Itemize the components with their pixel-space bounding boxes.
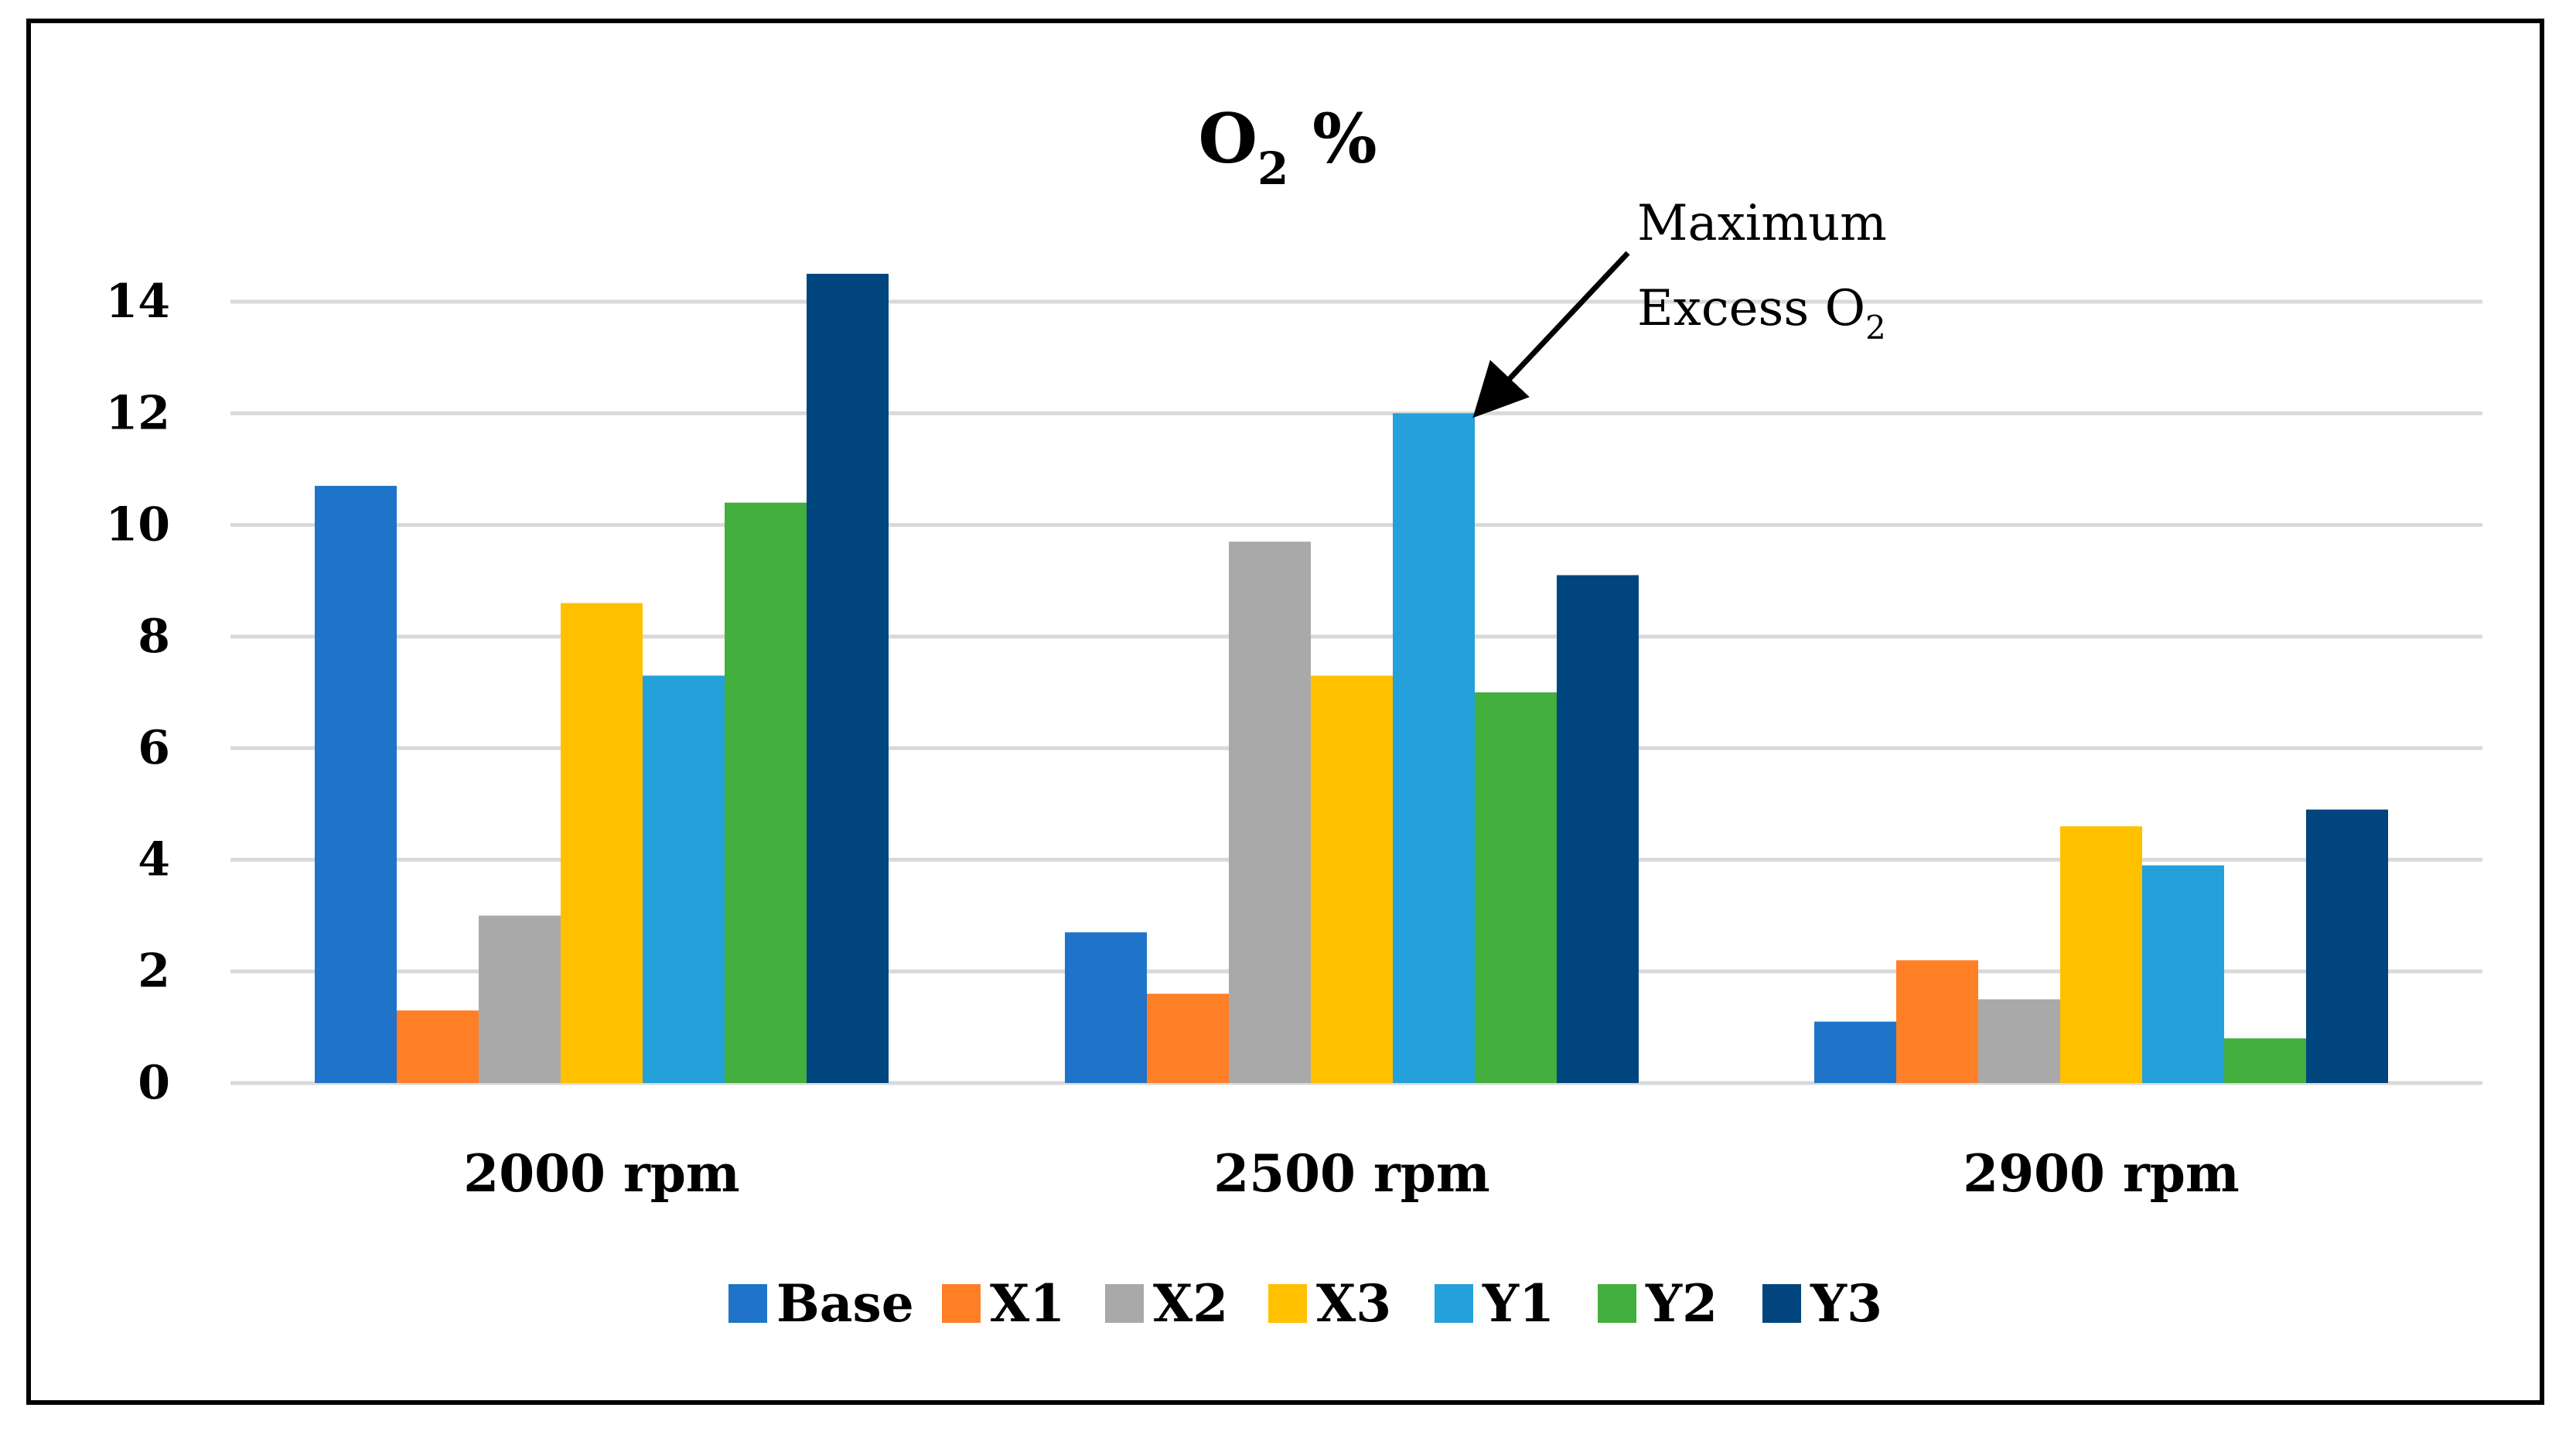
bar-x2-2500-rpm	[1229, 542, 1311, 1083]
chart-title-subscript: 2	[1257, 142, 1288, 195]
bar-x2-2000-rpm	[479, 915, 561, 1083]
annotation-arrow	[1472, 251, 1630, 419]
bar-base-2000-rpm	[315, 486, 397, 1083]
bar-x2-2900-rpm	[1978, 999, 2060, 1083]
legend-label-x2: X2	[1153, 1273, 1228, 1334]
x-tick-label: 2000 rpm	[463, 1143, 739, 1204]
bar-y3-2900-rpm	[2306, 809, 2388, 1083]
chart-title: O2 %	[1198, 98, 1377, 195]
bar-y2-2900-rpm	[2224, 1038, 2306, 1083]
x-axis-ticks: 2000 rpm 2500 rpm 2900 rpm	[463, 1143, 2239, 1204]
legend-swatch-x3	[1268, 1284, 1307, 1323]
legend-label-base: Base	[776, 1273, 914, 1334]
chart-title-suffix: %	[1288, 98, 1377, 179]
y-tick-label: 0	[138, 1056, 170, 1110]
bar-y1-2900-rpm	[2142, 865, 2224, 1083]
bar-base-2900-rpm	[1814, 1021, 1896, 1083]
bar-y1-2000-rpm	[643, 675, 725, 1083]
bar-x3-2500-rpm	[1311, 675, 1393, 1083]
bar-x1-2900-rpm	[1896, 960, 1978, 1083]
legend-label-y2: Y2	[1645, 1273, 1718, 1334]
legend-label-y3: Y3	[1810, 1273, 1882, 1334]
bar-x3-2900-rpm	[2060, 826, 2142, 1083]
annotation-line2: Excess O2	[1637, 280, 1886, 347]
y-tick-label: 10	[106, 498, 171, 552]
y-tick-label: 14	[106, 275, 171, 329]
annotation: Maximum Excess O2	[1472, 195, 1887, 419]
bar-y3-2500-rpm	[1557, 575, 1639, 1083]
x-tick-label: 2900 rpm	[1963, 1143, 2239, 1204]
y-tick-label: 2	[138, 945, 170, 999]
bar-y1-2500-rpm	[1393, 413, 1475, 1083]
legend-label-x3: X3	[1316, 1273, 1391, 1334]
bar-y3-2000-rpm	[807, 273, 889, 1083]
x-tick-label: 2500 rpm	[1213, 1143, 1489, 1204]
legend-swatch-y1	[1435, 1284, 1473, 1323]
annotation-line1: Maximum	[1637, 195, 1887, 252]
legend-swatch-x1	[942, 1284, 981, 1323]
legend-label-x1: X1	[990, 1273, 1065, 1334]
y-tick-label: 8	[138, 610, 170, 664]
bar-y2-2500-rpm	[1475, 692, 1557, 1083]
y-tick-label: 6	[138, 721, 170, 775]
legend-label-y1: Y1	[1482, 1273, 1554, 1334]
bar-x1-2500-rpm	[1147, 993, 1229, 1083]
bar-x3-2000-rpm	[561, 603, 643, 1083]
legend: Base X1 X2 X3 Y1 Y2 Y3	[728, 1273, 1882, 1334]
bar-y2-2000-rpm	[725, 502, 807, 1083]
legend-swatch-y3	[1762, 1284, 1801, 1323]
bar-base-2500-rpm	[1065, 932, 1147, 1083]
legend-swatch-base	[728, 1284, 767, 1323]
y-tick-label: 4	[138, 832, 170, 887]
y-axis-ticks: 0 2 4 6 8 10 12 14	[106, 275, 171, 1110]
legend-swatch-y2	[1598, 1284, 1636, 1323]
legend-swatch-x2	[1105, 1284, 1144, 1323]
y-tick-label: 12	[106, 386, 171, 440]
annotation-line2-subscript: 2	[1865, 309, 1886, 347]
bars	[315, 273, 2388, 1083]
bar-x1-2000-rpm	[397, 1010, 479, 1083]
